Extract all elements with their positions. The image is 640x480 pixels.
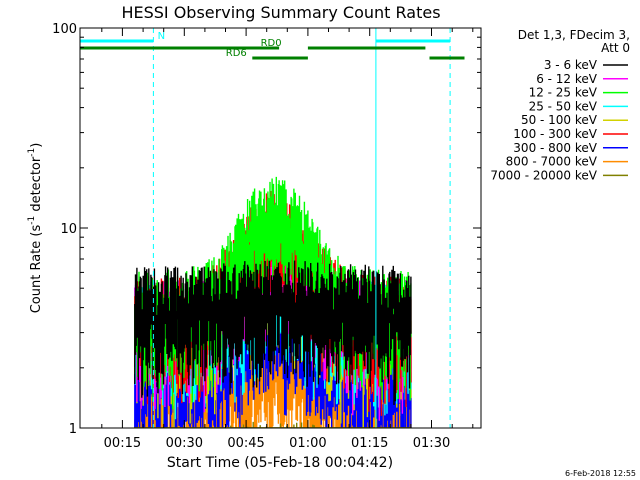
legend-entry-7: 800 - 7000 keV (506, 155, 628, 169)
x-tick-label-3: 01:00 (289, 436, 326, 451)
legend-entry-0: 3 - 6 keV (544, 58, 628, 72)
y-axis-label-mid: detector (29, 156, 44, 216)
y-axis-label-sup1: -1 (27, 216, 37, 225)
x-tick-label-0: 00:15 (104, 436, 141, 451)
trace-0 (134, 260, 412, 405)
x-tick-label-1: 00:30 (166, 436, 203, 451)
x-tick-label-5: 01:30 (413, 436, 450, 451)
legend-title-line2: Att 0 (601, 41, 630, 55)
legend-label-8: 7000 - 20000 keV (490, 168, 597, 182)
legend-label-6: 300 - 800 keV (513, 141, 597, 155)
y-tick-label-0: 1 (69, 422, 77, 437)
footer-date: 6-Feb-2018 12:55 (565, 469, 636, 478)
y-axis-label: Count Rate (s-1 detector-1) (27, 143, 44, 314)
legend-label-4: 50 - 100 keV (521, 113, 598, 127)
legend-title-line1: Det 1,3, FDecim 3, (518, 28, 630, 42)
series-3-6-keV (134, 260, 412, 405)
x-tick-label-2: 00:45 (227, 436, 264, 451)
y-axis-label-end: ) (29, 143, 44, 148)
flag-label-N: N (158, 31, 165, 42)
flag-label-RD0: RD0 (261, 38, 282, 49)
x-axis-label: Start Time (05-Feb-18 00:04:42) (167, 455, 393, 471)
legend-label-0: 3 - 6 keV (544, 58, 598, 72)
flag-label-RD6: RD6 (226, 48, 247, 59)
chart-title: HESSI Observing Summary Count Rates (121, 3, 440, 22)
axes: 1 10 100 00:15 00:30 00:45 01:00 01:15 01:30 (52, 22, 481, 451)
legend-label-7: 800 - 7000 keV (506, 155, 598, 169)
legend-entry-5: 100 - 300 keV (513, 127, 628, 141)
legend-entry-2: 12 - 25 keV (529, 86, 628, 100)
legend-label-2: 12 - 25 keV (529, 86, 598, 100)
legend-entry-8: 7000 - 20000 keV (490, 168, 628, 182)
legend-entry-1: 6 - 12 keV (536, 72, 628, 86)
legend-entry-4: 50 - 100 keV (521, 113, 628, 127)
y-axis-label-main: Count Rate (s (29, 225, 44, 314)
legend-entry-6: 300 - 800 keV (513, 141, 628, 155)
y-tick-label-2: 100 (52, 22, 77, 37)
legend-label-1: 6 - 12 keV (536, 72, 598, 86)
y-tick-label-1: 10 (60, 222, 77, 237)
y-axis-label-sup2: -1 (27, 148, 37, 157)
legend-entry-3: 25 - 50 keV (529, 99, 628, 113)
data-layer (134, 176, 412, 428)
x-tick-label-4: 01:15 (351, 436, 388, 451)
legend-label-5: 100 - 300 keV (513, 127, 597, 141)
legend-label-3: 25 - 50 keV (529, 99, 598, 113)
